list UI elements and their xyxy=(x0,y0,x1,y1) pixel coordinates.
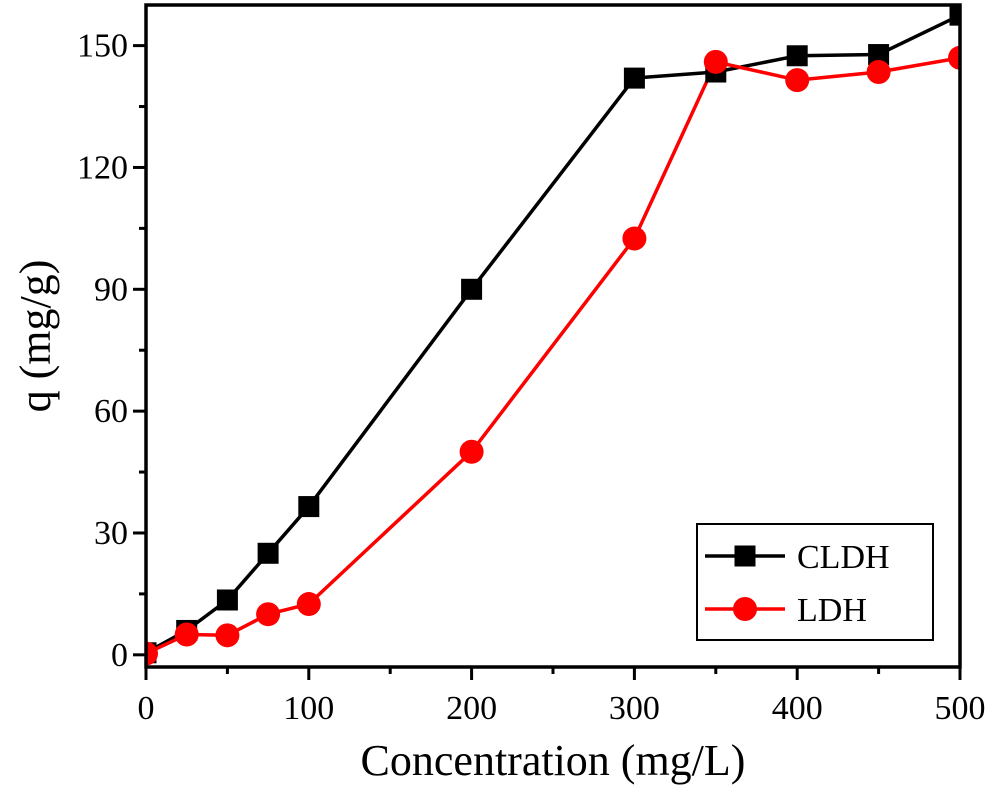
data-point-ldh xyxy=(622,226,647,251)
x-tick-label: 500 xyxy=(935,690,986,727)
data-point-ldh xyxy=(459,439,484,464)
x-tick-label: 100 xyxy=(283,690,334,727)
x-tick-label: 400 xyxy=(772,690,823,727)
data-point-cldh xyxy=(868,44,890,66)
data-point-cldh xyxy=(216,589,238,611)
data-point-ldh xyxy=(703,49,728,74)
y-tick-label: 150 xyxy=(77,28,128,65)
y-tick-label: 90 xyxy=(94,271,128,308)
data-point-cldh xyxy=(949,5,960,26)
data-point-cldh xyxy=(786,45,808,67)
legend-label-ldh: LDH xyxy=(797,592,867,629)
data-point-ldh xyxy=(256,602,281,627)
data-point-ldh xyxy=(215,623,240,648)
x-tick-label: 300 xyxy=(609,690,660,727)
y-axis-title: q (mg/g) xyxy=(11,260,60,413)
axes-layer: 0 100 200 300 400 500 0 30 60 90 120 150 xyxy=(77,3,986,727)
legend-box xyxy=(696,523,934,641)
data-point-ldh xyxy=(174,622,199,647)
y-tick-label: 120 xyxy=(77,149,128,186)
legend: CLDH LDH xyxy=(696,523,934,641)
data-point-cldh xyxy=(298,496,320,518)
data-point-cldh xyxy=(257,542,279,564)
y-tick-label: 0 xyxy=(111,637,128,674)
data-point-ldh xyxy=(948,45,960,70)
legend-marker-ldh xyxy=(733,597,757,621)
legend-marker-cldh xyxy=(734,545,756,567)
series-layer xyxy=(146,5,960,666)
legend-label-cldh: CLDH xyxy=(797,539,890,576)
x-tick-label: 0 xyxy=(138,690,155,727)
x-tick-label: 200 xyxy=(446,690,497,727)
data-point-ldh xyxy=(785,68,810,93)
data-point-ldh xyxy=(146,641,158,666)
x-axis-title: Concentration (mg/L) xyxy=(361,736,746,785)
y-tick-label: 30 xyxy=(94,515,128,552)
data-point-cldh xyxy=(461,278,483,300)
y-tick-label: 60 xyxy=(94,393,128,430)
data-point-ldh xyxy=(296,592,321,617)
data-point-ldh xyxy=(866,60,891,85)
data-point-cldh xyxy=(623,67,645,89)
